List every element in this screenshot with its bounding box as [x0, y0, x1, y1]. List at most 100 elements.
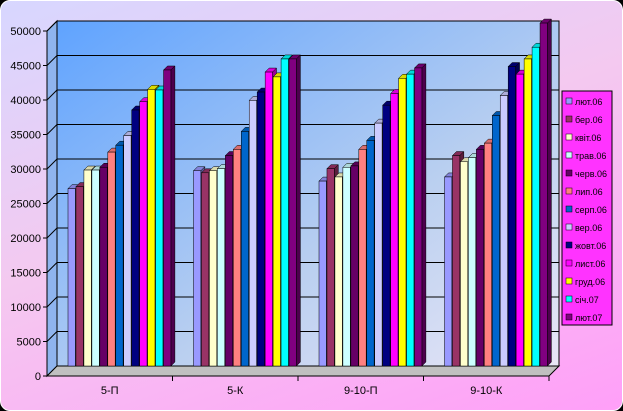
bar: [83, 169, 92, 367]
gridline-side: [46, 158, 58, 170]
plot-floor: [45, 365, 561, 377]
bar: [131, 109, 140, 367]
bar: [256, 91, 265, 367]
bar-side: [421, 63, 427, 367]
legend-swatch: [565, 187, 573, 195]
bar: [523, 58, 532, 367]
bar: [248, 100, 257, 367]
legend-label: лют.07: [575, 313, 602, 323]
gridline-side: [46, 193, 58, 204]
gridline-side: [46, 20, 58, 32]
bar: [123, 135, 132, 367]
bar: [406, 73, 415, 367]
legend-label: жовт.06: [575, 241, 606, 251]
legend-swatch: [565, 97, 573, 105]
y-tick-label: 25000: [10, 199, 41, 211]
legend-swatch: [565, 259, 573, 267]
bar: [147, 89, 156, 367]
gridline-side: [46, 124, 58, 135]
bar: [288, 58, 297, 367]
bar: [193, 170, 202, 367]
legend-label: лют.06: [575, 97, 602, 107]
gridline-side: [46, 296, 58, 308]
bar: [201, 172, 210, 367]
y-tick-label: 40000: [10, 95, 41, 107]
gridline-side: [46, 331, 58, 342]
bar: [241, 131, 249, 367]
bar: [272, 76, 281, 367]
bar: [374, 122, 383, 367]
bar: [398, 78, 407, 367]
legend-label: лист.06: [575, 259, 605, 269]
bar: [358, 149, 367, 367]
legend-label: бер.06: [575, 115, 603, 125]
legend-label: вер.06: [575, 223, 602, 233]
bar-side: [170, 65, 176, 367]
y-tick-label: 10000: [10, 302, 41, 314]
legend-swatch: [565, 133, 573, 141]
bar: [107, 151, 116, 367]
legend-swatch: [565, 313, 573, 321]
bar: [460, 161, 469, 367]
bar: [75, 186, 84, 367]
legend-swatch: [565, 241, 573, 249]
bar: [382, 104, 391, 367]
y-tick-label: 0: [35, 371, 41, 383]
bar: [492, 115, 500, 367]
bar-side: [296, 54, 301, 367]
bar: [499, 95, 508, 367]
bar: [163, 69, 172, 367]
x-tick-label: 9-10-К: [470, 385, 503, 397]
legend-swatch: [565, 205, 573, 213]
bar: [280, 58, 289, 367]
bar: [350, 165, 359, 367]
y-tick-label: 15000: [10, 268, 41, 280]
legend-swatch: [565, 169, 573, 177]
bar: [91, 169, 100, 367]
bar: [225, 155, 233, 367]
gridline-side: [46, 262, 58, 273]
bar: [155, 89, 164, 367]
gridline-side: [46, 55, 58, 66]
y-tick-label: 50000: [10, 26, 41, 38]
x-tick-label: 5-К: [227, 385, 244, 397]
bar: [334, 176, 343, 367]
bar: [468, 157, 476, 367]
legend-label: черв.06: [575, 169, 607, 179]
gridline-side: [46, 227, 58, 239]
legend-label: січ.07: [575, 295, 599, 305]
y-tick-label: 20000: [10, 233, 41, 245]
bar: [67, 188, 76, 367]
bar: [209, 170, 218, 367]
legend-swatch: [565, 115, 573, 123]
x-tick-label: 5-П: [101, 385, 119, 397]
x-tick-label: 9-10-П: [344, 385, 378, 397]
legend-label: серп.06: [575, 205, 607, 215]
bar: [507, 66, 516, 367]
bar: [452, 155, 461, 367]
y-tick-label: 45000: [10, 61, 41, 73]
y-tick-label: 35000: [10, 130, 41, 142]
legend-swatch: [565, 151, 573, 159]
bar: [233, 149, 241, 367]
bar: [99, 167, 108, 367]
bar-side: [547, 18, 552, 367]
legend-label: квіт.06: [575, 133, 601, 143]
y-tick-label: 30000: [10, 164, 41, 176]
legend-swatch: [565, 223, 573, 231]
bar: [326, 168, 335, 367]
bar: [390, 93, 399, 367]
bar: [444, 176, 453, 367]
bar: [318, 180, 327, 367]
bar: [414, 67, 423, 367]
y-tick-label: 5000: [17, 337, 41, 349]
legend-label: груд.06: [575, 277, 605, 287]
legend-label: лип.06: [575, 187, 603, 197]
bar: [264, 71, 273, 367]
bar: [115, 144, 124, 367]
bar: [476, 149, 484, 367]
legend-label: трав.06: [575, 151, 606, 161]
bar: [515, 73, 524, 367]
